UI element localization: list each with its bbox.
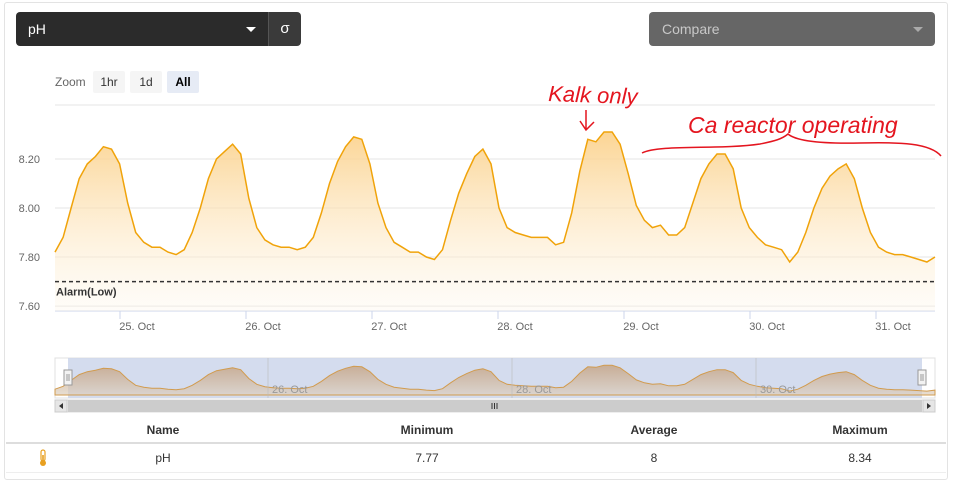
- sigma-button[interactable]: σ: [268, 12, 301, 46]
- x-tick-label: 31. Oct: [875, 321, 910, 333]
- x-tick-label: 27. Oct: [371, 321, 406, 333]
- svg-text:1d: 1d: [139, 75, 152, 89]
- y-axis: 7.60 7.80 8.00 8.20: [19, 154, 40, 313]
- annotation-kalk: Kalk only: [548, 81, 640, 132]
- x-tick-label: 29. Oct: [623, 321, 658, 333]
- header-maximum: Maximum: [774, 418, 946, 444]
- zoom-label: Zoom: [55, 75, 86, 89]
- svg-text:Kalk only: Kalk only: [548, 81, 640, 109]
- zoom-button-all[interactable]: All: [167, 71, 199, 93]
- svg-text:Ca reactor operating: Ca reactor operating: [688, 112, 898, 138]
- svg-text:1hr: 1hr: [100, 75, 117, 89]
- y-tick-label: 8.00: [19, 203, 40, 215]
- annotation-ca-reactor: Ca reactor operating: [641, 112, 942, 157]
- zoom-button-1hr[interactable]: 1hr: [93, 71, 125, 93]
- statistics-header-row: Name Minimum Average Maximum: [6, 418, 946, 444]
- x-axis: 25. Oct 26. Oct 27. Oct 28. Oct 29. Oct 30. O…: [55, 310, 935, 333]
- row-average: 8: [534, 443, 774, 473]
- navigator-label: 30. Oct: [760, 384, 795, 396]
- x-tick-label: 28. Oct: [497, 321, 532, 333]
- header-average: Average: [534, 418, 774, 444]
- statistics-table: Name Minimum Average Maximum pH 7.77 8 8…: [6, 418, 946, 473]
- header-name: Name: [6, 418, 320, 444]
- navigator-handle-right[interactable]: [917, 369, 927, 386]
- navigator-labels: 26. Oct 28. Oct 30. Oct: [267, 358, 795, 398]
- ph-line: [54, 131, 936, 264]
- chevron-down-icon: [913, 27, 923, 32]
- cell-name: pH: [6, 443, 320, 473]
- row-minimum: 7.77: [320, 443, 534, 473]
- compare-select[interactable]: Compare: [649, 12, 935, 46]
- alarm-label: Alarm(Low): [56, 287, 117, 299]
- thermometer-icon: [40, 449, 46, 466]
- navigator-area: [54, 364, 936, 396]
- navigator-label: 28. Oct: [516, 384, 551, 396]
- row-name: pH: [155, 451, 171, 465]
- table-row: pH 7.77 8 8.34: [6, 443, 946, 473]
- navigator-scrollbar[interactable]: [54, 399, 936, 413]
- compare-placeholder: Compare: [662, 21, 720, 37]
- x-tick-label: 25. Oct: [119, 321, 154, 333]
- y-tick-label: 8.20: [19, 154, 40, 166]
- x-tick-label: 26. Oct: [245, 321, 280, 333]
- y-tick-label: 7.60: [19, 301, 40, 313]
- svg-text:All: All: [175, 75, 190, 89]
- annotation-bracket: [641, 133, 942, 157]
- navigator-handle-left[interactable]: [63, 369, 73, 386]
- scroll-left-button[interactable]: [54, 399, 68, 413]
- scroll-right-button[interactable]: [922, 399, 936, 413]
- chevron-down-icon: [246, 27, 256, 32]
- x-tick-label: 30. Oct: [749, 321, 784, 333]
- navigator-label: 26. Oct: [272, 384, 307, 396]
- header-minimum: Minimum: [320, 418, 534, 444]
- zoom-button-1d[interactable]: 1d: [130, 71, 162, 93]
- parameter-select-value: pH: [28, 21, 46, 37]
- ph-area: [55, 132, 935, 311]
- row-maximum: 8.34: [774, 443, 946, 473]
- annotation-arrow: [579, 110, 595, 132]
- parameter-select[interactable]: pH: [16, 12, 268, 46]
- ph-chart: Zoom 1hr 1d All 7.60 7.80 8.00 8.20 25. Oct…: [19, 71, 942, 413]
- y-tick-label: 7.80: [19, 252, 40, 264]
